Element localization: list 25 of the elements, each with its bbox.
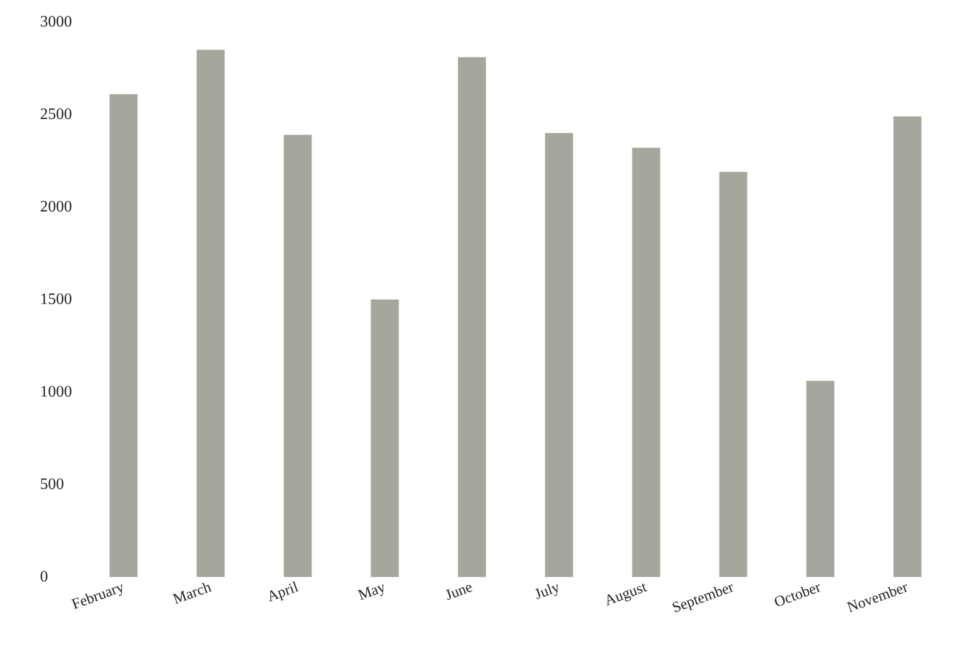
y-tick-label: 2000 — [40, 198, 72, 216]
bar — [893, 116, 922, 577]
bar — [284, 134, 312, 577]
y-tick-label: 3000 — [40, 14, 72, 30]
y-tick-label: 1500 — [40, 291, 72, 308]
bar — [719, 172, 748, 577]
x-tick-label: October — [772, 579, 824, 612]
x-tick-label: March — [171, 579, 214, 608]
x-tick-label: April — [265, 579, 300, 606]
bar — [806, 380, 834, 577]
bar — [545, 133, 574, 577]
y-tick-label: 2500 — [40, 106, 72, 123]
bar — [110, 94, 138, 577]
y-tick-label: 500 — [40, 476, 64, 493]
bar — [458, 57, 486, 577]
x-tick-label: June — [443, 579, 475, 604]
bar — [370, 300, 399, 577]
x-tick-label: February — [70, 579, 127, 614]
x-tick-label: May — [356, 579, 388, 604]
y-tick-label: 1000 — [40, 384, 72, 400]
bar — [632, 148, 660, 577]
x-tick-label: August — [602, 579, 650, 610]
x-tick-label: July — [532, 579, 562, 604]
bar — [196, 50, 225, 577]
y-tick-label: 0 — [40, 568, 48, 586]
